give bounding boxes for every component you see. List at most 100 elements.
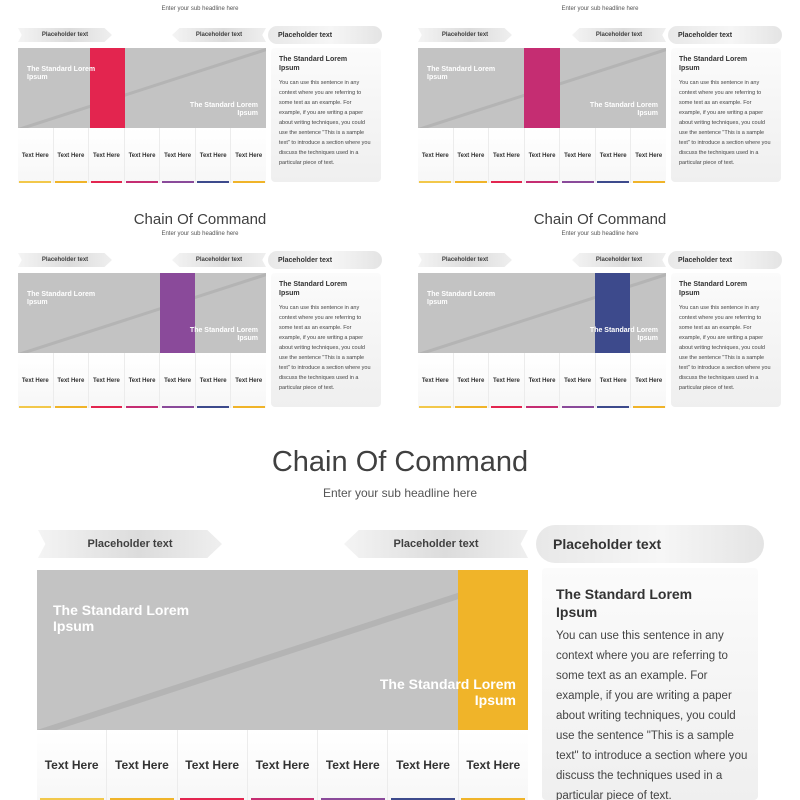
column-accent-bar [54,181,87,183]
column-label: Text Here [185,758,240,772]
text-column-7: Text Here [230,128,267,183]
column-accent-bar [54,406,87,408]
column-accent-bar [90,181,123,183]
column-label: Text Here [199,377,227,384]
highlight-block [458,570,528,730]
text-column-1: Text Here [418,353,453,408]
slide-subtitle: Enter your sub headline here [161,6,239,12]
column-label: Text Here [115,758,169,772]
slide-subtitle: Enter your sub headline here [322,486,478,500]
column-label: Text Here [92,377,120,384]
banner: The Standard Lorem Ipsum The Standard Lo… [18,273,266,353]
column-label: Text Here [421,152,449,159]
arrow-left: Placeholder text [418,28,512,42]
banner-text-right: The Standard Lorem Ipsum [589,327,658,343]
text-column-7: Text Here [630,128,667,183]
card-title: The Standard Lorem Ipsum [679,281,748,297]
column-accent-bar [232,181,265,183]
banner-text-left: The Standard Lorem Ipsum [427,291,496,307]
slide-title: Chain Of Command [533,211,667,228]
highlight-block [159,273,196,353]
banner-text-left: The Standard Lorem Ipsum [427,66,496,82]
text-column-1: Text Here [18,353,53,408]
highlight-block [90,48,126,128]
column-accent-bar [161,181,194,183]
arrow-left: Placeholder text [18,28,112,42]
column-accent-bar [250,798,315,800]
column-label: Text Here [128,152,156,159]
slide-subtitle: Enter your sub headline here [561,6,639,12]
column-accent-bar [454,181,487,183]
banner-text-left: The Standard Lorem Ipsum [27,66,96,82]
column-accent-bar [19,406,52,408]
column-label: Text Here [21,152,49,159]
text-column-7: Text Here [457,730,528,800]
text-column-2: Text Here [452,353,489,408]
slide-2[interactable]: Enter your sub headline here Placeholder… [400,0,800,200]
column-accent-bar [110,798,174,800]
column-label: Text Here [492,152,520,159]
text-column-5: Text Here [159,353,195,408]
column-accent-bar [19,181,52,183]
text-column-6: Text Here [594,128,631,183]
text-column-6: Text Here [387,730,458,800]
text-column-2: Text Here [452,128,489,183]
card-title: The Standard Lorem Ipsum [556,586,693,620]
text-column-3: Text Here [176,730,247,800]
card-title: The Standard Lorem Ipsum [679,56,748,72]
column-accent-bar [632,181,665,183]
column-label: Text Here [599,377,627,384]
banner: The Standard Lorem Ipsum The Standard Lo… [18,48,266,128]
column-label: Text Here [255,758,310,772]
column-label: Text Here [457,377,485,384]
column-label: Text Here [492,377,520,384]
arrow-right: Placeholder text [344,530,528,558]
column-label: Text Here [466,758,521,772]
column-accent-bar [39,798,104,800]
column-accent-bar [632,406,665,408]
column-accent-bar [391,798,455,800]
text-column-1: Text Here [18,128,53,183]
slide-title: Chain Of Command [271,446,529,478]
card-body: You can use this sentence in any context… [556,630,748,800]
card-title: The Standard Lorem Ipsum [279,281,348,297]
banner-text-right: The Standard Lorem Ipsum [189,102,258,118]
card-header: Placeholder text [668,26,782,44]
column-accent-bar [320,798,385,800]
text-column-4: Text Here [123,128,160,183]
arrow-right: Placeholder text [572,28,666,42]
text-column-3: Text Here [88,353,124,408]
banner-text-right: The Standard Lorem Ipsum [379,676,516,709]
column-row: Text Here Text Here Text Here Text Here Text… [418,353,667,408]
text-column-3: Text Here [488,353,524,408]
column-accent-bar [419,406,452,408]
column-accent-bar [561,181,594,183]
banner: The Standard Lorem Ipsum The Standard Lo… [418,48,666,128]
slide-4[interactable]: Chain Of Command Enter your sub headline… [400,200,800,420]
highlight-block [524,48,560,128]
text-column-5: Text Here [317,730,388,800]
banner: The Standard Lorem Ipsum The Standard Lo… [418,273,666,353]
column-accent-bar [197,406,230,408]
arrow-left: Placeholder text [418,253,512,267]
column-accent-bar [597,181,630,183]
banner-text-left: The Standard Lorem Ipsum [53,602,190,635]
column-label: Text Here [21,377,49,384]
slide-3[interactable]: Chain Of Command Enter your sub headline… [0,200,400,420]
column-label: Text Here [635,377,663,384]
text-column-3: Text Here [488,128,524,183]
info-card: The Standard Lorem Ipsum You can use thi… [671,273,781,407]
text-column-6: Text Here [594,353,631,408]
slide-title: Chain Of Command [133,211,267,228]
slide-1[interactable]: Enter your sub headline here Placeholder… [0,0,400,200]
text-column-4: Text Here [523,128,560,183]
column-accent-bar [526,181,558,183]
text-column-6: Text Here [194,353,231,408]
banner-text-right: The Standard Lorem Ipsum [589,102,658,118]
column-label: Text Here [164,152,192,159]
column-label: Text Here [128,377,156,384]
slide-5[interactable]: Chain Of Command Enter your sub headline… [0,420,800,800]
column-label: Text Here [235,152,263,159]
column-accent-bar [126,181,158,183]
text-column-4: Text Here [123,353,160,408]
